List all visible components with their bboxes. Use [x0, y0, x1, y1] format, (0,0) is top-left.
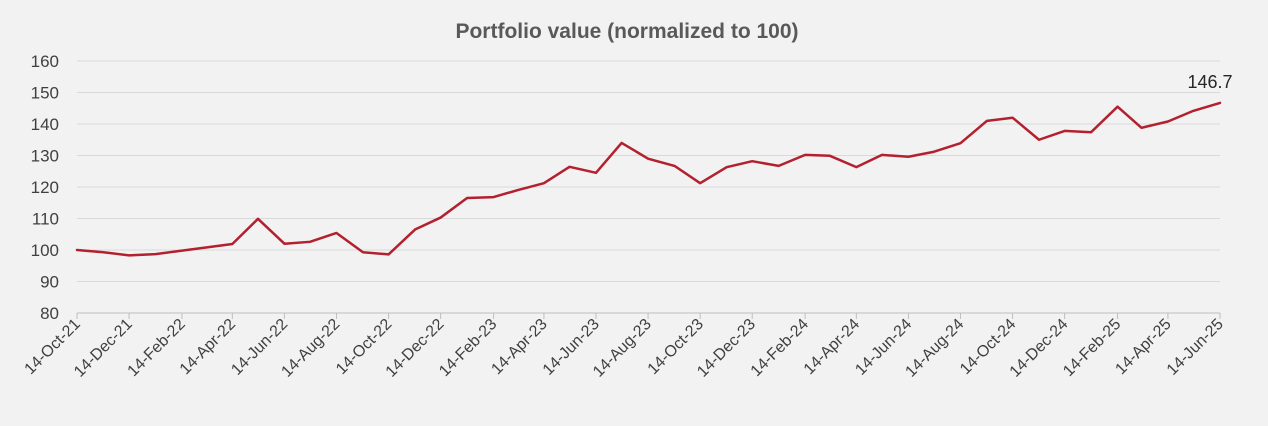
x-tick-label: 14-Jun-25: [1164, 316, 1227, 379]
series-layer: [75, 101, 1222, 257]
gridlines: [77, 60, 1220, 282]
end-value-label: 146.7: [1187, 72, 1232, 92]
x-tick-label: 14-Feb-22: [125, 316, 189, 380]
chart-title: Portfolio value (normalized to 100): [455, 20, 798, 43]
x-axis-ticks: 14-Oct-2114-Dec-2114-Feb-2214-Apr-2214-J…: [22, 313, 1227, 381]
y-axis-ticks: 80 90 100 110 120 130 140 150 160: [31, 52, 59, 323]
x-tick-label: 14-Feb-24: [748, 316, 812, 380]
x-tick-label: 14-Feb-23: [436, 316, 500, 380]
y-tick-label: 160: [31, 52, 59, 71]
y-tick-label: 150: [31, 84, 59, 103]
y-tick-label: 130: [31, 147, 59, 166]
y-tick-label: 110: [32, 210, 59, 229]
y-tick-label: 100: [31, 241, 59, 260]
y-tick-label: 120: [31, 178, 59, 197]
y-tick-label: 140: [31, 115, 59, 134]
y-tick-label: 80: [40, 304, 59, 323]
x-tick-label: 14-Feb-25: [1060, 316, 1124, 380]
series-line: [75, 101, 1222, 257]
y-tick-label: 90: [40, 273, 59, 292]
